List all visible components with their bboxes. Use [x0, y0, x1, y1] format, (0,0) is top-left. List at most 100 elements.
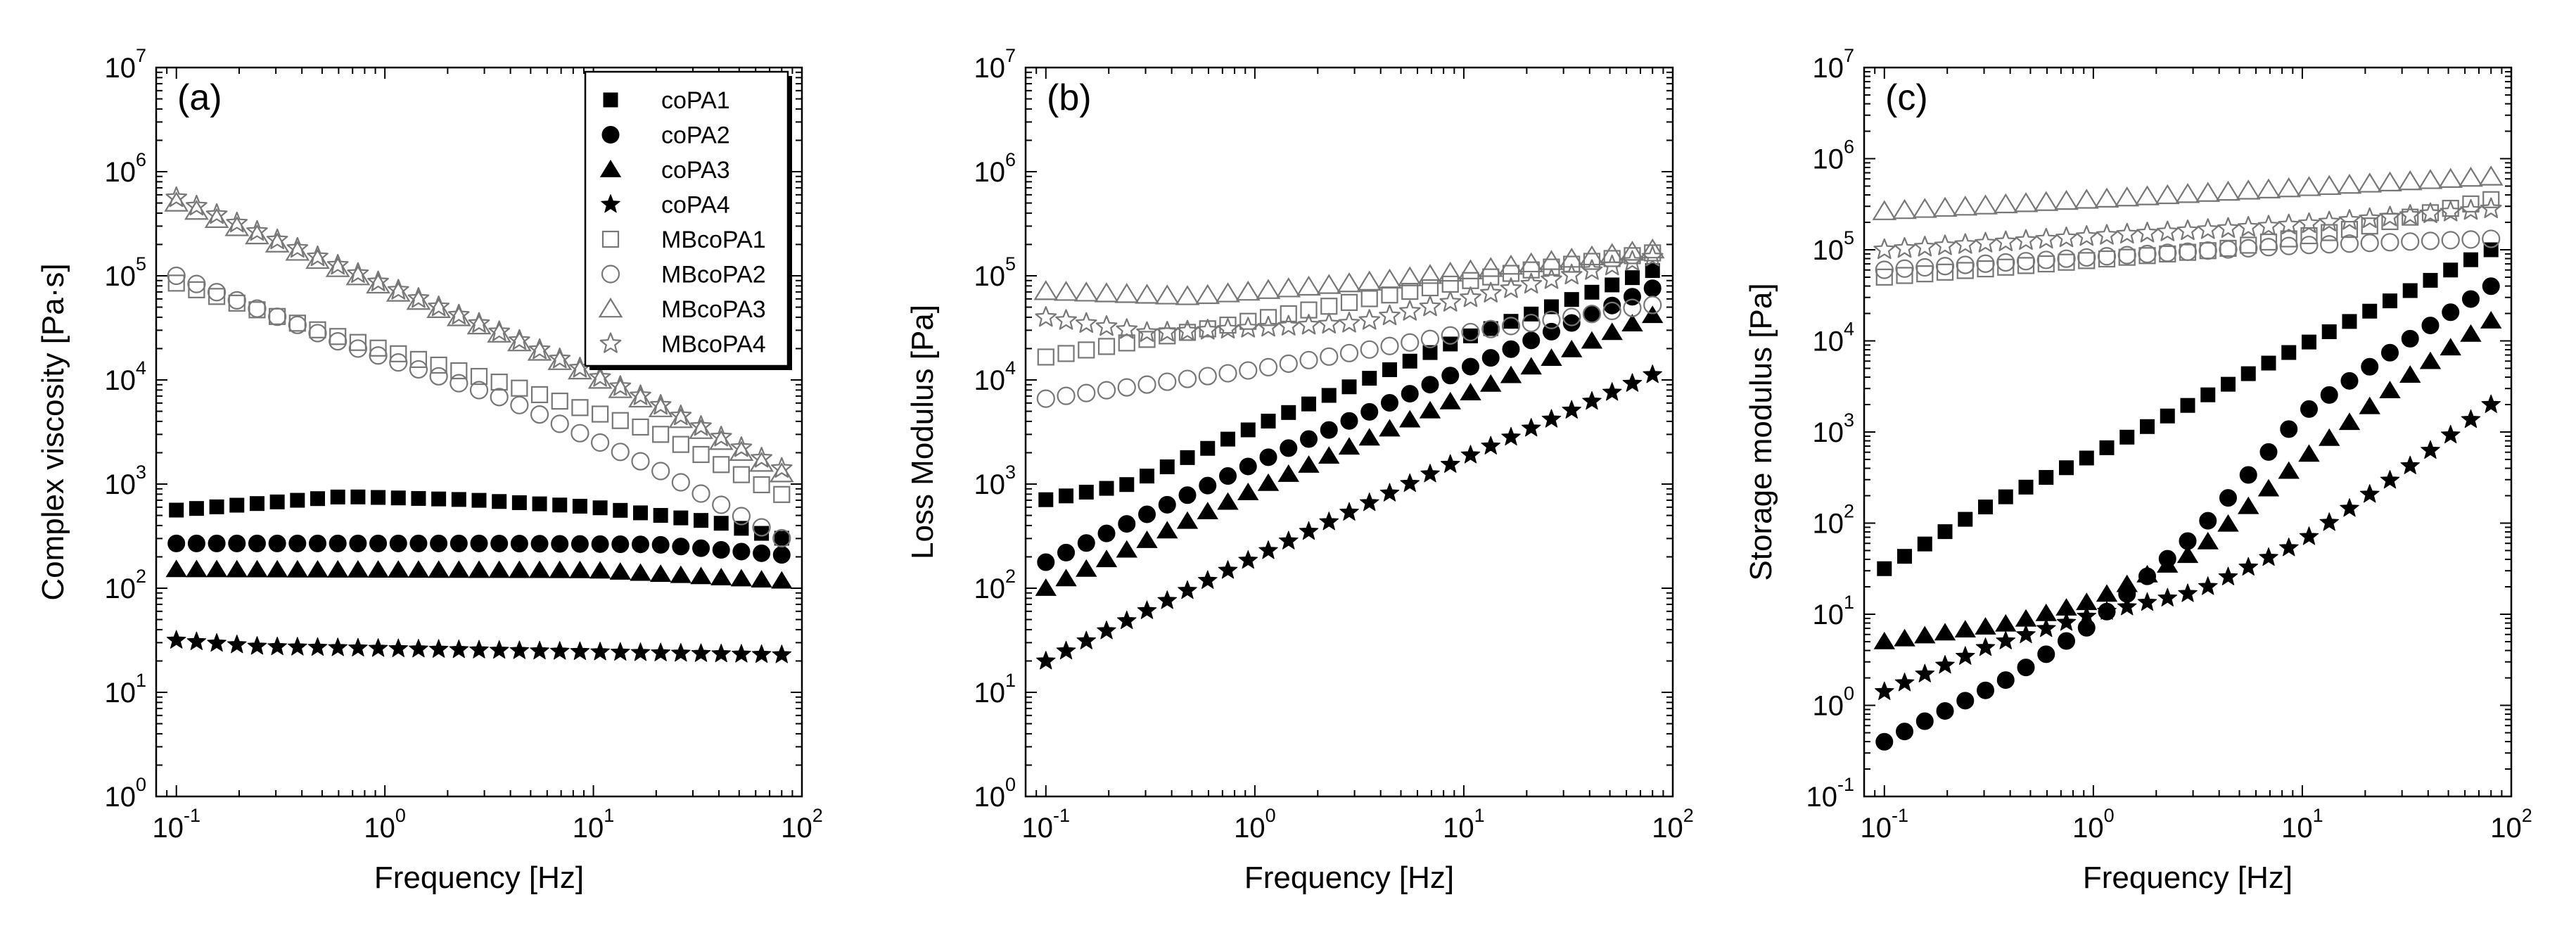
data-point	[711, 643, 731, 663]
data-point	[2461, 290, 2480, 308]
y-tick-label: 104	[1812, 319, 1854, 357]
data-point	[1896, 267, 1913, 284]
data-point	[1237, 317, 1259, 338]
data-point	[772, 528, 791, 548]
data-point	[2279, 236, 2298, 255]
data-point	[2359, 207, 2381, 229]
data-point	[1543, 299, 1559, 315]
data-point	[671, 642, 691, 662]
data-point	[489, 640, 509, 659]
data-point	[1320, 421, 1338, 439]
x-tick-label: 101	[1443, 805, 1485, 844]
data-point	[2035, 603, 2057, 621]
data-point	[1217, 492, 1239, 510]
data-point	[608, 378, 633, 398]
data-point	[328, 637, 347, 656]
data-point	[2438, 167, 2463, 188]
data-point	[2237, 216, 2259, 237]
data-point	[649, 393, 672, 415]
data-point	[2399, 204, 2421, 225]
data-point	[628, 387, 653, 408]
data-point	[710, 567, 732, 585]
data-point	[1078, 484, 1094, 500]
data-point	[2137, 592, 2157, 611]
data-point	[1441, 275, 1459, 293]
data-point	[2443, 262, 2459, 278]
data-point	[2197, 531, 2219, 550]
data-point	[1582, 390, 1602, 410]
data-point	[591, 535, 609, 553]
data-point	[1522, 331, 1541, 350]
data-point	[1641, 246, 1664, 267]
y-tick-label: 107	[104, 45, 146, 84]
data-point	[570, 641, 590, 660]
data-point	[2342, 314, 2357, 329]
data-point	[1935, 257, 1955, 276]
data-point	[369, 346, 388, 365]
data-point	[551, 393, 568, 410]
data-point	[2136, 222, 2158, 243]
data-point	[208, 534, 226, 552]
data-point	[1441, 367, 1460, 385]
data-point	[1159, 459, 1175, 474]
data-point	[1937, 524, 1953, 540]
data-point	[1643, 296, 1662, 315]
data-point	[1421, 279, 1439, 297]
data-point	[189, 501, 204, 516]
data-point	[1559, 248, 1584, 268]
y-tick-label: 103	[1812, 409, 1854, 448]
data-point	[1259, 309, 1277, 326]
data-point	[1158, 372, 1177, 391]
data-point	[690, 566, 712, 585]
data-point	[1382, 362, 1397, 377]
data-point	[2320, 235, 2339, 254]
data-point	[449, 534, 468, 552]
data-point	[1417, 264, 1443, 284]
data-point	[431, 491, 447, 507]
data-point	[307, 637, 328, 656]
data-point	[490, 534, 509, 552]
data-point	[2199, 512, 2217, 530]
data-point	[1483, 321, 1498, 336]
data-point	[1138, 331, 1156, 348]
data-point	[2036, 618, 2056, 637]
data-point	[510, 395, 529, 414]
data-point	[1154, 284, 1180, 305]
data-point	[2401, 232, 2420, 251]
data-point	[1917, 536, 1932, 552]
data-point	[2261, 355, 2276, 371]
data-point	[446, 306, 471, 326]
data-point	[732, 644, 751, 663]
data-point	[1935, 655, 1955, 674]
data-point	[774, 531, 789, 546]
data-point	[369, 339, 387, 357]
data-point	[734, 521, 749, 536]
data-point	[1643, 364, 1662, 383]
data-point	[1360, 402, 1379, 421]
data-point	[208, 288, 226, 305]
data-point	[611, 412, 629, 429]
data-point	[1239, 312, 1257, 330]
data-point	[288, 315, 307, 334]
data-point	[1481, 436, 1500, 455]
data-point	[1076, 630, 1097, 649]
data-point	[1036, 389, 1055, 408]
data-point	[2175, 183, 2200, 203]
data-point	[1563, 255, 1581, 273]
data-point	[2400, 455, 2420, 474]
data-point	[1339, 502, 1359, 521]
data-point	[169, 502, 184, 518]
y-tick-label: 100	[104, 774, 146, 813]
data-point	[1299, 350, 1318, 369]
data-point	[268, 534, 286, 552]
data-point	[330, 489, 345, 504]
data-point	[2482, 229, 2501, 248]
data-point	[1156, 321, 1178, 342]
data-point	[1581, 331, 1603, 349]
data-point	[1584, 284, 1600, 300]
data-point	[1458, 259, 1483, 279]
data-point	[1975, 231, 1996, 253]
data-point	[1278, 531, 1299, 550]
data-point	[1056, 640, 1076, 660]
